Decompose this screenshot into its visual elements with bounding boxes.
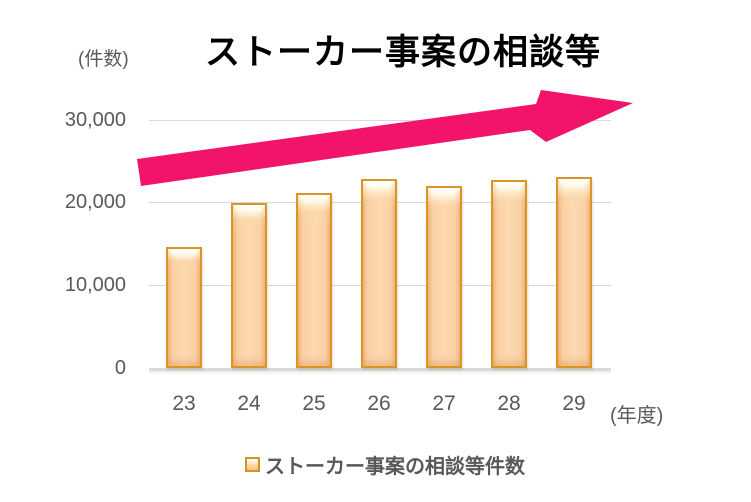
bar-29	[556, 177, 592, 368]
legend-label: ストーカー事案の相談等件数	[265, 456, 525, 478]
x-tick-label-24: 24	[237, 392, 261, 415]
legend-swatch-icon	[245, 457, 260, 472]
y-tick-label: 30,000	[64, 109, 126, 131]
x-tick-label-23: 23	[172, 392, 196, 415]
y-tick-label: 20,000	[64, 191, 126, 213]
bar-24	[231, 203, 267, 368]
bar-23	[166, 247, 202, 368]
x-tick-label-28: 28	[497, 392, 521, 415]
chart-title: ストーカー事案の相談等	[204, 33, 601, 72]
gridline-30000	[149, 120, 611, 121]
x-tick-label-26: 26	[367, 392, 391, 415]
y-axis-unit-label: (件数)	[78, 49, 129, 70]
bar-26	[361, 179, 397, 368]
bar-27	[426, 186, 462, 368]
y-tick-label: 10,000	[64, 274, 126, 296]
y-tick-label: 0	[114, 357, 126, 379]
bar-28	[491, 180, 527, 368]
x-tick-label-29: 29	[562, 392, 586, 415]
x-tick-label-27: 27	[432, 392, 456, 415]
x-tick-label-25: 25	[302, 392, 326, 415]
x-axis-unit-label: (年度)	[610, 405, 664, 427]
bar-25	[296, 193, 332, 368]
x-axis-baseline	[149, 367, 611, 371]
legend: ストーカー事案の相談等件数	[130, 450, 640, 479]
